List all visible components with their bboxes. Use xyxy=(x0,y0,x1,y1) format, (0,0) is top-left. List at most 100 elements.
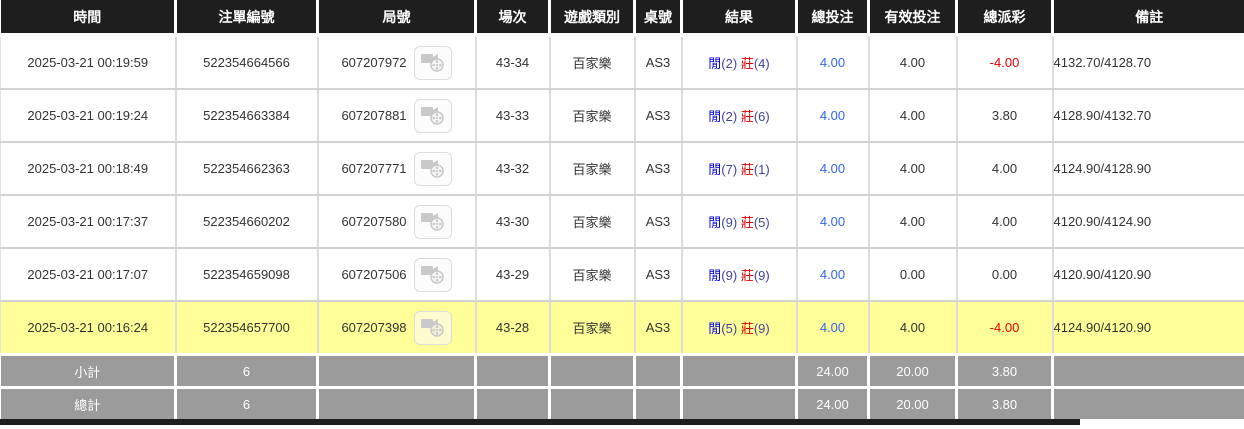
player-result-label: 閒 xyxy=(708,268,722,283)
cell-round: 607207972 xyxy=(317,35,477,90)
partial-next-section-bar xyxy=(0,419,1080,425)
round-number: 607207398 xyxy=(341,320,407,335)
payout-value: 3.80 xyxy=(991,108,1018,123)
cell-remark: 4128.90/4132.70 xyxy=(1052,89,1244,143)
table-row[interactable]: 2025-03-21 00:17:37 522354660202 6072075… xyxy=(0,195,1244,249)
cell-game-type: 百家樂 xyxy=(549,301,636,356)
cell-result: 閒(9) 莊(9) xyxy=(681,248,798,302)
cell-result: 閒(7) 莊(1) xyxy=(681,142,798,196)
banker-result-label: 莊 xyxy=(740,56,754,71)
table-row[interactable]: 2025-03-21 00:19:59 522354664566 6072079… xyxy=(0,35,1244,90)
video-replay-button[interactable] xyxy=(413,45,452,80)
video-file-icon xyxy=(420,208,446,235)
subtotal-count: 6 xyxy=(175,353,319,388)
cell-bet-id: 522354664566 xyxy=(175,35,319,90)
subtotal-total-bet: 24.00 xyxy=(796,353,870,388)
banker-result-value: (6) xyxy=(753,109,770,124)
subtotal-empty-session xyxy=(475,353,551,388)
column-header-result: 結果 xyxy=(681,0,798,37)
payout-value: 4.00 xyxy=(991,214,1018,229)
table-row[interactable]: 2025-03-21 00:18:49 522354662363 6072077… xyxy=(0,142,1244,196)
cell-game-type: 百家樂 xyxy=(549,89,636,143)
payout-value: 4.00 xyxy=(991,161,1018,176)
cell-time: 2025-03-21 00:17:07 xyxy=(0,248,177,302)
player-result-label: 閒 xyxy=(708,215,722,230)
banker-result-value: (5) xyxy=(753,215,770,230)
table-row[interactable]: 2025-03-21 00:19:24 522354663384 6072078… xyxy=(0,89,1244,143)
video-file-icon xyxy=(420,49,446,76)
cell-total-bet: 4.00 xyxy=(796,142,870,196)
cell-time: 2025-03-21 00:16:24 xyxy=(0,301,177,356)
video-file-icon xyxy=(420,261,446,288)
player-result-value: (2) xyxy=(721,109,738,124)
subtotal-empty-remark xyxy=(1052,353,1244,388)
cell-valid-bet: 4.00 xyxy=(868,89,958,143)
subtotal-empty-game-type xyxy=(549,353,636,388)
column-header-table-no: 桌號 xyxy=(634,0,683,37)
video-replay-button[interactable] xyxy=(413,151,452,186)
video-file-icon xyxy=(420,102,446,129)
table-row-highlighted[interactable]: 2025-03-21 00:16:24 522354657700 6072073… xyxy=(0,301,1244,356)
cell-payout: 4.00 xyxy=(956,142,1054,196)
cell-valid-bet: 0.00 xyxy=(868,248,958,302)
total-empty-round xyxy=(317,386,477,419)
cell-remark: 4124.90/4128.90 xyxy=(1052,142,1244,196)
total-bet-link[interactable]: 4.00 xyxy=(819,161,846,176)
column-header-round: 局號 xyxy=(317,0,477,37)
column-header-bet-id: 注單編號 xyxy=(175,0,319,37)
video-replay-button[interactable] xyxy=(413,98,452,133)
cell-bet-id: 522354663384 xyxy=(175,89,319,143)
total-empty-game-type xyxy=(549,386,636,419)
total-label: 總計 xyxy=(0,386,177,419)
total-bet-link[interactable]: 4.00 xyxy=(819,108,846,123)
cell-total-bet: 4.00 xyxy=(796,301,870,356)
video-replay-button[interactable] xyxy=(413,310,452,345)
player-result-value: (5) xyxy=(721,321,738,336)
total-bet-link[interactable]: 4.00 xyxy=(819,55,846,70)
cell-result: 閒(5) 莊(9) xyxy=(681,301,798,356)
subtotal-valid-bet: 20.00 xyxy=(868,353,958,388)
total-empty-session xyxy=(475,386,551,419)
total-empty-table-no xyxy=(634,386,683,419)
banker-result-label: 莊 xyxy=(740,162,754,177)
cell-valid-bet: 4.00 xyxy=(868,301,958,356)
total-bet-link[interactable]: 4.00 xyxy=(819,320,846,335)
cell-table-no: AS3 xyxy=(634,248,683,302)
cell-time: 2025-03-21 00:19:59 xyxy=(0,35,177,90)
cell-total-bet: 4.00 xyxy=(796,35,870,90)
cell-round: 607207506 xyxy=(317,248,477,302)
round-number: 607207972 xyxy=(341,55,407,70)
cell-session: 43-33 xyxy=(475,89,551,143)
subtotal-empty-result xyxy=(681,353,798,388)
cell-time: 2025-03-21 00:19:24 xyxy=(0,89,177,143)
total-row: 總計 6 24.00 20.00 3.80 xyxy=(0,386,1244,419)
cell-session: 43-29 xyxy=(475,248,551,302)
table-row[interactable]: 2025-03-21 00:17:07 522354659098 6072075… xyxy=(0,248,1244,302)
cell-remark: 4124.90/4120.90 xyxy=(1052,301,1244,356)
total-total-bet: 24.00 xyxy=(796,386,870,419)
banker-result-label: 莊 xyxy=(740,321,754,336)
cell-table-no: AS3 xyxy=(634,301,683,356)
table-header: 時間 注單編號 局號 場次 遊戲類別 桌號 結果 總投注 有效投注 總派彩 備註 xyxy=(0,0,1244,37)
banker-result-value: (1) xyxy=(753,162,770,177)
cell-table-no: AS3 xyxy=(634,35,683,90)
cell-payout: 4.00 xyxy=(956,195,1054,249)
cell-total-bet: 4.00 xyxy=(796,89,870,143)
round-number: 607207771 xyxy=(341,161,407,176)
video-replay-button[interactable] xyxy=(413,257,452,292)
column-header-payout: 總派彩 xyxy=(956,0,1054,37)
subtotal-row: 小計 6 24.00 20.00 3.80 xyxy=(0,353,1244,388)
cell-table-no: AS3 xyxy=(634,142,683,196)
cell-round: 607207580 xyxy=(317,195,477,249)
cell-total-bet: 4.00 xyxy=(796,248,870,302)
total-bet-link[interactable]: 4.00 xyxy=(819,214,846,229)
video-file-icon xyxy=(420,155,446,182)
player-result-value: (2) xyxy=(721,56,738,71)
total-empty-remark xyxy=(1052,386,1244,419)
cell-bet-id: 522354662363 xyxy=(175,142,319,196)
video-replay-button[interactable] xyxy=(413,204,452,239)
total-bet-link[interactable]: 4.00 xyxy=(819,267,846,282)
banker-result-label: 莊 xyxy=(740,215,754,230)
cell-time: 2025-03-21 00:17:37 xyxy=(0,195,177,249)
